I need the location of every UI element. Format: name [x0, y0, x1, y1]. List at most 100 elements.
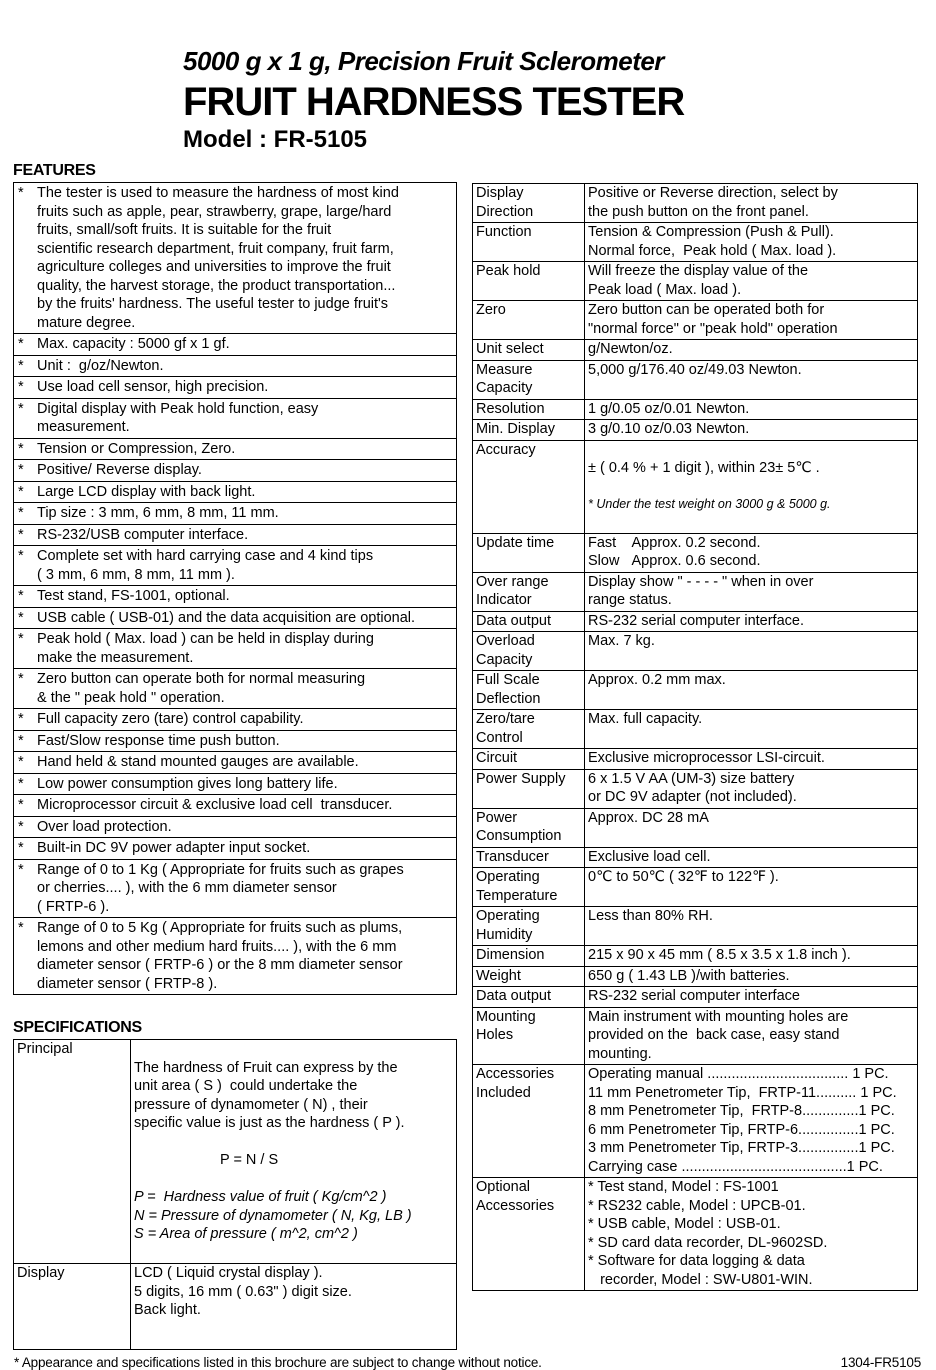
- features-heading: FEATURES: [13, 162, 96, 179]
- bullet-asterisk: *: [18, 462, 24, 478]
- accuracy-note: * Under the test weight on 3000 g & 5000…: [588, 497, 831, 511]
- spec-label: Optional Accessories: [472, 1177, 585, 1291]
- model-number: Model : FR-5105: [183, 126, 368, 153]
- spec-label: Min. Display: [472, 419, 585, 441]
- table-row: Display LCD ( Liquid crystal display ). …: [13, 1263, 457, 1350]
- spec-value: Positive or Reverse direction, select by…: [584, 183, 918, 223]
- spec-label: Zero: [472, 300, 585, 340]
- spec-value: 650 g ( 1.43 LB )/with batteries.: [584, 965, 918, 987]
- spec-value: Main instrument with mounting holes are …: [584, 1006, 918, 1065]
- bullet-asterisk: *: [18, 483, 24, 500]
- spec-label: Principal: [13, 1039, 131, 1264]
- spec-label: Update time: [472, 532, 585, 573]
- feature-item: * Microprocessor circuit & exclusive load…: [14, 794, 456, 816]
- feature-item: * Tip size : 3 mm, 6 mm, 8 mm, 11 mm.: [14, 502, 456, 524]
- spec-label: Accessories Included: [472, 1064, 585, 1178]
- table-row: Accessories Included Operating manual ...…: [472, 1064, 918, 1178]
- table-row: Zero/tare Control Max. full capacity.: [472, 709, 918, 749]
- spec-label: Data output: [472, 986, 585, 1008]
- table-row: Full Scale Deflection Approx. 0.2 mm max.: [472, 670, 918, 710]
- spec-label: Accuracy: [472, 439, 585, 534]
- spec-value: RS-232 serial computer interface: [584, 986, 918, 1008]
- principal-text: The hardness of Fruit can express by the…: [134, 1059, 405, 1132]
- table-row: Resolution 1 g/0.05 oz/0.01 Newton.: [472, 398, 918, 420]
- spec-label: Mounting Holes: [472, 1006, 585, 1065]
- table-row: Dimension 215 x 90 x 45 mm ( 8.5 x 3.5 x …: [472, 945, 918, 967]
- bullet-asterisk: *: [18, 526, 24, 543]
- spec-value: 5,000 g/176.40 oz/49.03 Newton.: [584, 359, 918, 400]
- feature-item: * Digital display with Peak hold function…: [14, 397, 456, 438]
- spec-value: g/Newton/oz.: [584, 339, 918, 361]
- footer-doc-code: 1304-FR5105: [840, 1355, 922, 1370]
- content-columns: FEATURES * The tester is used to measure …: [13, 162, 923, 1350]
- right-column: Display Direction Positive or Reverse dir…: [472, 162, 918, 1350]
- principal-legend: P = Hardness value of fruit ( Kg/cm^2 ) …: [134, 1189, 412, 1242]
- spec-label: Data output: [472, 610, 585, 632]
- spec-label: Measure Capacity: [472, 359, 585, 400]
- table-row: Data output RS-232 serial computer interf…: [472, 986, 918, 1008]
- feature-item: * Range of 0 to 1 Kg ( Appropriate for fr…: [14, 858, 456, 918]
- spec-value: Will freeze the display value of the Pea…: [584, 261, 918, 301]
- table-row: Zero Zero button can be operated both for…: [472, 300, 918, 340]
- feature-item: * Large LCD display with back light.: [14, 480, 456, 503]
- spec-label: Transducer: [472, 846, 585, 868]
- product-subtitle: 5000 g x 1 g, Precision Fruit Scleromete…: [183, 46, 664, 76]
- footer-disclaimer: * Appearance and specifications listed i…: [14, 1355, 542, 1370]
- spec-value: 6 x 1.5 V AA (UM-3) size battery or DC 9…: [584, 768, 918, 809]
- feature-item: * Fast/Slow response time push button.: [14, 729, 456, 752]
- bullet-asterisk: *: [18, 548, 24, 564]
- feature-item: * Max. capacity : 5000 gf x 1 gf.: [14, 333, 456, 355]
- table-row: Measure Capacity 5,000 g/176.40 oz/49.03 …: [472, 359, 918, 400]
- table-row: Min. Display 3 g/0.10 oz/0.03 Newton.: [472, 419, 918, 441]
- spec-label: Weight: [472, 965, 585, 987]
- spec-label: Display Direction: [472, 183, 585, 223]
- feature-item: * Full capacity zero (tare) control capab…: [14, 708, 456, 730]
- spec-value: RS-232 serial computer interface.: [584, 610, 918, 632]
- spec-label: Overload Capacity: [472, 631, 585, 671]
- feature-item: * Zero button can operate both for normal…: [14, 668, 456, 708]
- spec-value: * Test stand, Model : FS-1001 * RS232 ca…: [584, 1177, 918, 1291]
- spec-value: LCD ( Liquid crystal display ). 5 digits…: [130, 1263, 457, 1350]
- spec-label: Power Supply: [472, 768, 585, 809]
- table-row: Overload Capacity Max. 7 kg.: [472, 631, 918, 671]
- principal-formula: P = N / S: [220, 1152, 279, 1168]
- spec-value: Exclusive microprocessor LSI-circuit.: [584, 748, 918, 770]
- spec-label: Zero/tare Control: [472, 709, 585, 749]
- feature-item: * RS-232/USB computer interface.: [14, 523, 456, 546]
- page-title: FRUIT HARDNESS TESTER: [183, 80, 685, 124]
- spec-value: Tension & Compression (Push & Pull). Nor…: [584, 222, 918, 262]
- bullet-asterisk: *: [18, 440, 24, 457]
- feature-item: * Hand held & stand mounted gauges are av…: [14, 751, 456, 773]
- table-row: Principal The hardness of Fruit can expr…: [13, 1039, 457, 1264]
- table-row: Over range Indicator Display show " - - -…: [472, 571, 918, 612]
- spec-label: Operating Temperature: [472, 867, 585, 907]
- table-row: Operating Humidity Less than 80% RH.: [472, 906, 918, 946]
- spec-value: The hardness of Fruit can express by the…: [130, 1039, 457, 1264]
- feature-item: * Peak hold ( Max. load ) can be held in …: [14, 628, 456, 668]
- bullet-asterisk: *: [18, 185, 24, 201]
- table-row: Weight 650 g ( 1.43 LB )/with batteries.: [472, 965, 918, 987]
- table-row: Circuit Exclusive microprocessor LSI-circ…: [472, 748, 918, 770]
- table-row: Data output RS-232 serial computer interf…: [472, 610, 918, 632]
- table-row: Power Supply 6 x 1.5 V AA (UM-3) size bat…: [472, 768, 918, 809]
- table-row: Transducer Exclusive load cell.: [472, 846, 918, 868]
- feature-item: * Over load protection.: [14, 815, 456, 838]
- spec-label: Circuit: [472, 748, 585, 770]
- spec-label: Dimension: [472, 945, 585, 967]
- spec-value: Approx. DC 28 mA: [584, 807, 918, 848]
- specifications-table: Principal The hardness of Fruit can expr…: [13, 1039, 457, 1350]
- feature-item: * Use load cell sensor, high precision.: [14, 376, 456, 398]
- table-row: Display Direction Positive or Reverse dir…: [472, 183, 918, 223]
- spec-value: 3 g/0.10 oz/0.03 Newton.: [584, 419, 918, 441]
- spec-value: Operating manual .......................…: [584, 1064, 918, 1178]
- spec-label: Operating Humidity: [472, 906, 585, 946]
- feature-item: * Test stand, FS-1001, optional.: [14, 585, 456, 607]
- table-row: Unit select g/Newton/oz.: [472, 339, 918, 361]
- bullet-asterisk: *: [18, 840, 24, 856]
- spec-label: Display: [13, 1263, 131, 1350]
- spec-label: Resolution: [472, 398, 585, 420]
- spec-label: Power Consumption: [472, 807, 585, 848]
- bullet-asterisk: *: [18, 754, 24, 770]
- bullet-asterisk: *: [18, 400, 24, 417]
